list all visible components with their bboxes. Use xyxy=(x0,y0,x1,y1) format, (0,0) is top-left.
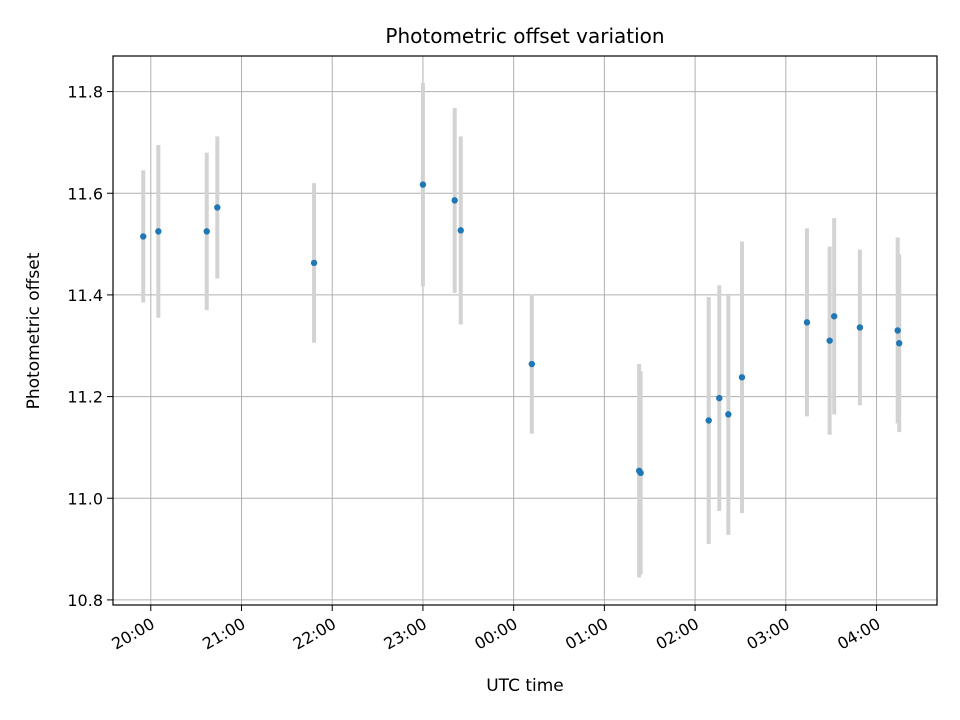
y-tick-label: 11.4 xyxy=(67,286,103,305)
data-point xyxy=(716,394,723,402)
y-tick-label: 11.6 xyxy=(67,184,103,203)
data-point xyxy=(528,360,536,368)
y-axis-label: Photometric offset xyxy=(24,252,44,409)
data-point xyxy=(451,197,458,204)
data-point xyxy=(705,417,712,424)
data-point xyxy=(457,227,464,234)
data-point xyxy=(725,411,732,418)
data-point xyxy=(310,259,318,267)
data-point xyxy=(803,319,811,326)
data-point xyxy=(419,181,427,188)
grid xyxy=(113,56,937,605)
y-tick-label: 11.0 xyxy=(67,489,103,508)
data-point xyxy=(155,228,162,235)
chart-title: Photometric offset variation xyxy=(385,24,664,48)
x-axis-label: UTC time xyxy=(486,676,564,696)
data-point xyxy=(637,469,644,477)
data-point xyxy=(856,324,864,331)
data-point xyxy=(826,337,833,344)
data-points xyxy=(140,181,903,477)
data-point xyxy=(894,327,901,334)
y-tick-label: 10.8 xyxy=(67,591,103,610)
y-tick-label: 11.2 xyxy=(67,388,103,407)
data-point xyxy=(830,313,838,320)
data-point xyxy=(214,204,221,211)
data-point xyxy=(140,233,147,240)
plot-frame xyxy=(112,55,938,606)
data-point xyxy=(896,340,903,347)
data-point xyxy=(738,374,746,381)
y-tick-label: 11.8 xyxy=(67,83,103,102)
data-point xyxy=(203,228,210,235)
